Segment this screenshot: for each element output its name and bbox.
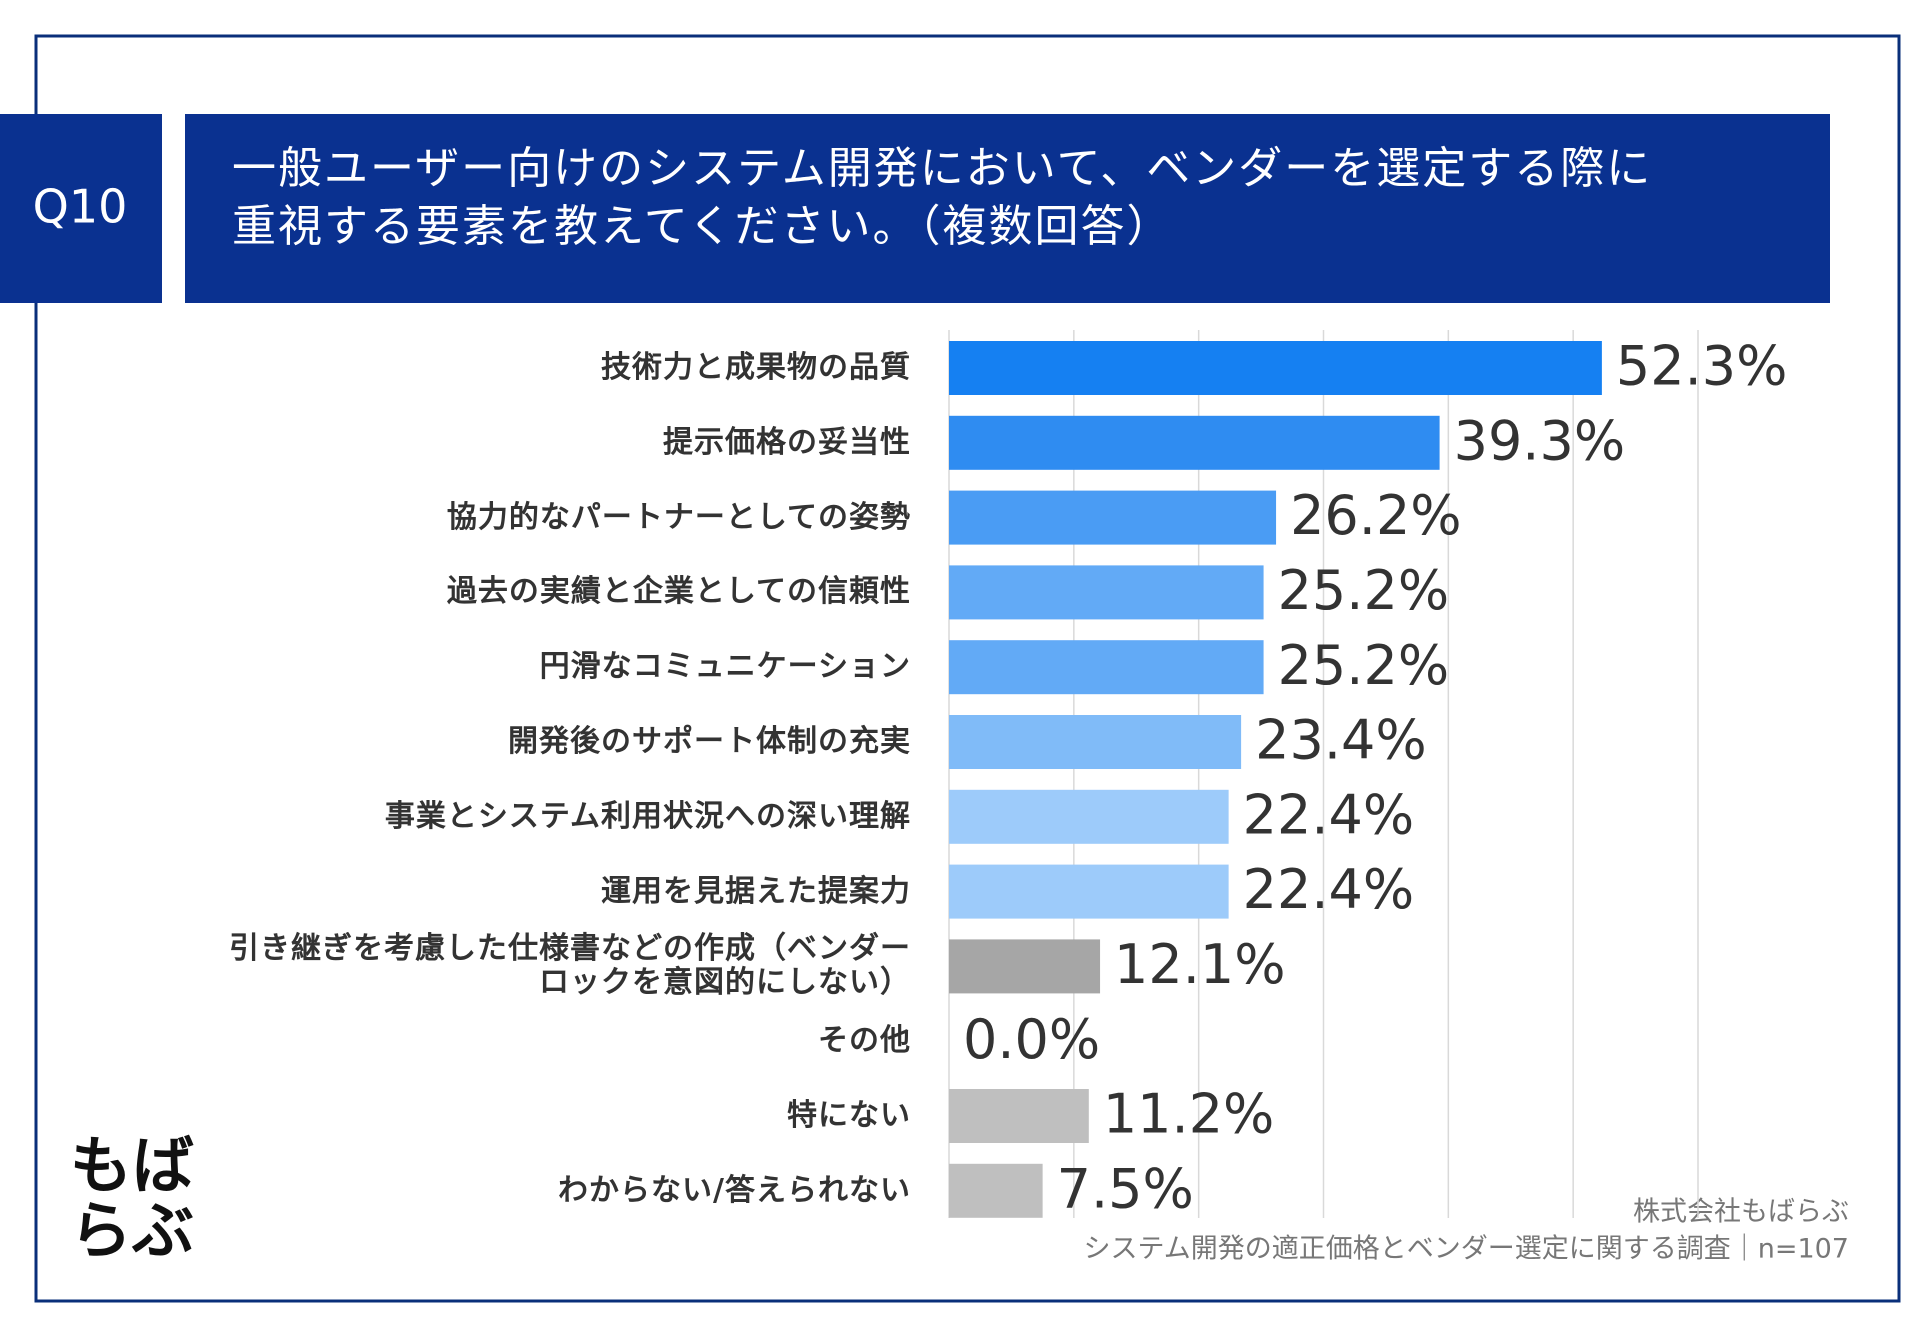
category-label: 事業とシステム利用状況への深い理解 bbox=[384, 798, 911, 834]
category-label: 技術力と成果物の品質 bbox=[601, 350, 911, 385]
category-label: 開発後のサポート体制の充実 bbox=[508, 724, 911, 759]
category-label: 運用を見据えた提案力 bbox=[601, 873, 911, 909]
value-label: 7.5% bbox=[1057, 1157, 1194, 1220]
value-label: 22.4% bbox=[1243, 783, 1415, 846]
value-label: 12.1% bbox=[1114, 933, 1286, 996]
bar bbox=[949, 939, 1101, 994]
value-label: 0.0% bbox=[963, 1008, 1100, 1071]
value-label: 26.2% bbox=[1290, 484, 1462, 547]
bar bbox=[949, 1089, 1089, 1143]
bar bbox=[949, 789, 1229, 844]
category-label: わからない/答えられない bbox=[558, 1172, 911, 1208]
category-label: 提示価格の妥当性 bbox=[663, 424, 911, 460]
question-box bbox=[0, 114, 162, 303]
category-label: 引き継ぎを考慮した仕様書などの作成（ベンダー ロックを意図的にしない） bbox=[229, 931, 911, 1001]
category-label: 過去の実績と企業としての信頼性 bbox=[446, 574, 911, 610]
value-label: 25.2% bbox=[1278, 634, 1450, 697]
bar bbox=[949, 1163, 1043, 1218]
logo: もば bbox=[70, 1129, 194, 1202]
frame bbox=[34, 34, 1901, 1303]
bar bbox=[949, 490, 1277, 545]
value-label: 39.3% bbox=[1454, 409, 1626, 472]
chart-title: 一般ユーザー向けのシステム開発において、ベンダーを選定する際に 重視する要素を教… bbox=[232, 143, 1653, 252]
source-line: システム開発の適正価格とベンダー選定に関する調査｜n=107 bbox=[1084, 1234, 1849, 1265]
bar bbox=[949, 415, 1440, 470]
question-label: Q10 bbox=[33, 180, 128, 234]
value-label: 23.4% bbox=[1255, 709, 1427, 772]
category-label: その他 bbox=[818, 1023, 911, 1059]
value-label: 22.4% bbox=[1243, 858, 1415, 921]
bar bbox=[949, 864, 1229, 919]
bar bbox=[949, 565, 1264, 620]
category-label: 特にない bbox=[787, 1098, 911, 1133]
logo: らぶ bbox=[70, 1194, 194, 1267]
bar bbox=[949, 715, 1242, 769]
category-label: 協力的なパートナーとしての姿勢 bbox=[446, 499, 911, 535]
value-label: 25.2% bbox=[1278, 559, 1450, 622]
value-label: 11.2% bbox=[1103, 1083, 1275, 1146]
value-label: 52.3% bbox=[1616, 335, 1788, 398]
source-line: 株式会社もばらぶ bbox=[1633, 1197, 1849, 1228]
category-label: 円滑なコミュニケーション bbox=[539, 649, 911, 685]
bar bbox=[949, 640, 1264, 695]
bar bbox=[949, 341, 1602, 395]
title-box bbox=[185, 114, 1830, 303]
